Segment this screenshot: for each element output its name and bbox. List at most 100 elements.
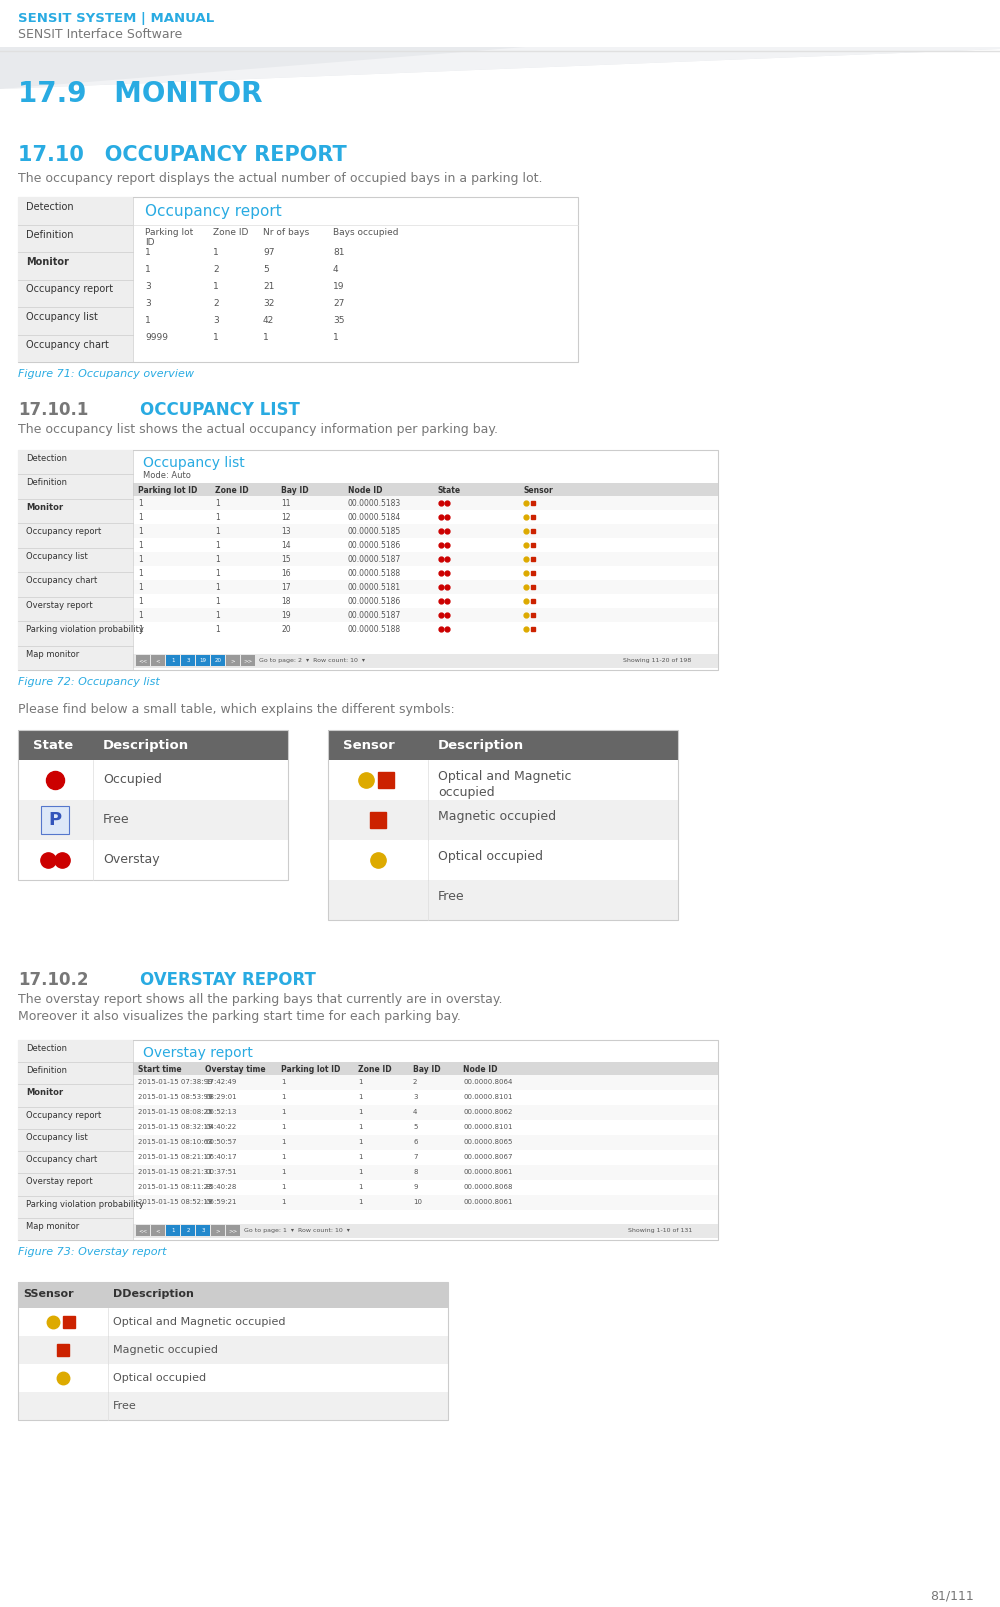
- Text: Monitor: Monitor: [26, 257, 69, 267]
- Text: 2015-01-15 08:08:25: 2015-01-15 08:08:25: [138, 1109, 212, 1114]
- Text: 08:29:01: 08:29:01: [205, 1093, 237, 1099]
- Text: 00.0000.8101: 00.0000.8101: [463, 1093, 512, 1099]
- Text: >>: >>: [243, 657, 253, 662]
- Text: 1: 1: [213, 247, 219, 257]
- Bar: [133, 1090, 718, 1106]
- Text: Occupancy list: Occupancy list: [143, 456, 245, 469]
- Bar: [133, 567, 718, 580]
- Text: SENSIT SYSTEM | MANUAL: SENSIT SYSTEM | MANUAL: [18, 11, 214, 26]
- Text: 1: 1: [215, 540, 220, 550]
- Text: >: >: [216, 1228, 220, 1233]
- Bar: [226, 656, 240, 667]
- Text: 2: 2: [413, 1078, 417, 1085]
- Bar: [133, 580, 718, 595]
- Text: 19: 19: [200, 657, 207, 662]
- Bar: [133, 524, 718, 538]
- Bar: [0, 0, 1000, 48]
- Text: 97: 97: [263, 247, 274, 257]
- Bar: [151, 656, 165, 667]
- Bar: [18, 1040, 133, 1241]
- Bar: [181, 1225, 195, 1236]
- Text: 1: 1: [215, 611, 220, 620]
- Text: Map monitor: Map monitor: [26, 649, 79, 659]
- Bar: [18, 1392, 448, 1421]
- Text: Optical and Magnetic occupied: Optical and Magnetic occupied: [113, 1316, 286, 1326]
- Text: 3: 3: [145, 281, 151, 291]
- Bar: [328, 731, 678, 760]
- Text: 00.0000.8101: 00.0000.8101: [463, 1123, 512, 1130]
- Text: 1: 1: [358, 1109, 362, 1114]
- Text: Sensor: Sensor: [523, 485, 553, 495]
- Text: Parking lot ID: Parking lot ID: [138, 485, 197, 495]
- Text: Go to page: 1  ▾  Row count: 10  ▾: Go to page: 1 ▾ Row count: 10 ▾: [244, 1228, 350, 1233]
- Text: 3: 3: [186, 657, 190, 662]
- Text: 17.10 OCCUPANCY REPORT: 17.10 OCCUPANCY REPORT: [18, 145, 347, 166]
- Text: 1: 1: [215, 527, 220, 535]
- Text: 1: 1: [215, 569, 220, 577]
- Text: 2: 2: [213, 265, 219, 273]
- Text: Map monitor: Map monitor: [26, 1221, 79, 1229]
- Text: Magnetic occupied: Magnetic occupied: [113, 1343, 218, 1355]
- Bar: [18, 1308, 448, 1335]
- Bar: [133, 1165, 718, 1180]
- Bar: [18, 1335, 448, 1364]
- Text: 1: 1: [171, 1228, 175, 1233]
- Text: 1: 1: [281, 1138, 286, 1144]
- Text: 1: 1: [138, 554, 143, 564]
- Text: 1: 1: [358, 1154, 362, 1159]
- Text: Please find below a small table, which explains the different symbols:: Please find below a small table, which e…: [18, 702, 455, 715]
- Text: 1: 1: [215, 554, 220, 564]
- Text: <<: <<: [138, 1228, 148, 1233]
- Text: 00.0000.8061: 00.0000.8061: [463, 1199, 512, 1204]
- Bar: [133, 497, 718, 511]
- Text: 17.10.1: 17.10.1: [18, 400, 88, 419]
- Bar: [328, 760, 678, 800]
- Text: 1: 1: [138, 569, 143, 577]
- Bar: [18, 450, 133, 670]
- Bar: [136, 1225, 150, 1236]
- Text: >: >: [231, 657, 235, 662]
- Text: 1: 1: [215, 596, 220, 606]
- Text: 2: 2: [186, 1228, 190, 1233]
- Text: 15: 15: [281, 554, 291, 564]
- Bar: [133, 484, 718, 497]
- Text: 17: 17: [281, 583, 291, 591]
- Text: 21: 21: [263, 281, 274, 291]
- Text: Nr of bays: Nr of bays: [263, 228, 309, 236]
- Text: Node ID: Node ID: [463, 1064, 498, 1073]
- Text: Bays occupied: Bays occupied: [333, 228, 398, 236]
- Text: Occupancy report: Occupancy report: [26, 1110, 101, 1118]
- Bar: [196, 1225, 210, 1236]
- Text: 00.0000.5186: 00.0000.5186: [348, 596, 401, 606]
- Text: Free: Free: [438, 889, 465, 903]
- Text: Occupancy chart: Occupancy chart: [26, 339, 109, 349]
- Text: 5: 5: [413, 1123, 417, 1130]
- Bar: [133, 538, 718, 553]
- Text: 13: 13: [281, 527, 291, 535]
- Text: 1: 1: [358, 1168, 362, 1175]
- Text: Detection: Detection: [26, 1043, 67, 1053]
- Text: 06:40:17: 06:40:17: [205, 1154, 237, 1159]
- Bar: [18, 731, 288, 760]
- Text: 14: 14: [281, 540, 291, 550]
- Bar: [18, 1040, 718, 1241]
- Text: 00.0000.8064: 00.0000.8064: [463, 1078, 512, 1085]
- Text: 1: 1: [215, 583, 220, 591]
- Bar: [133, 1135, 718, 1151]
- Text: 3: 3: [413, 1093, 418, 1099]
- Text: 42: 42: [263, 317, 274, 325]
- Text: Sensor: Sensor: [343, 739, 395, 752]
- Text: Occupancy report: Occupancy report: [145, 204, 282, 219]
- Bar: [133, 1106, 718, 1120]
- Text: 1: 1: [358, 1078, 362, 1085]
- Text: 85:40:28: 85:40:28: [205, 1183, 236, 1189]
- Text: 1: 1: [138, 540, 143, 550]
- Text: <<: <<: [138, 657, 148, 662]
- Text: 17.10.2: 17.10.2: [18, 971, 88, 988]
- Bar: [196, 656, 210, 667]
- Text: Description: Description: [438, 739, 524, 752]
- Polygon shape: [0, 0, 1000, 90]
- Text: 1: 1: [358, 1138, 362, 1144]
- Text: Occupied: Occupied: [103, 773, 162, 786]
- Text: 35: 35: [333, 317, 344, 325]
